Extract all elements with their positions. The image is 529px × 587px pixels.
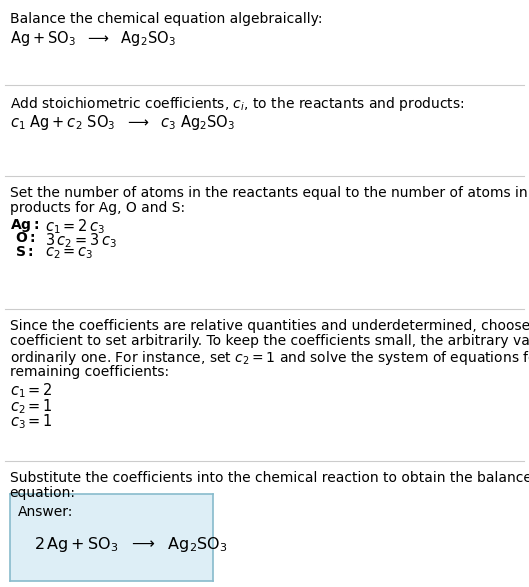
Text: $c_1\ \mathrm{Ag} + c_2\ \mathrm{SO_3}\ \ \longrightarrow\ \ c_3\ \mathrm{Ag_2SO: $c_1\ \mathrm{Ag} + c_2\ \mathrm{SO_3}\ … (10, 113, 234, 131)
Text: remaining coefficients:: remaining coefficients: (10, 365, 169, 379)
Text: Answer:: Answer: (17, 505, 73, 519)
Text: Set the number of atoms in the reactants equal to the number of atoms in the: Set the number of atoms in the reactants… (10, 186, 529, 200)
Text: Substitute the coefficients into the chemical reaction to obtain the balanced: Substitute the coefficients into the che… (10, 471, 529, 485)
Text: $3\,c_2 = 3\,c_3$: $3\,c_2 = 3\,c_3$ (45, 231, 117, 250)
Text: Since the coefficients are relative quantities and underdetermined, choose a: Since the coefficients are relative quan… (10, 319, 529, 333)
Text: coefficient to set arbitrarily. To keep the coefficients small, the arbitrary va: coefficient to set arbitrarily. To keep … (10, 334, 529, 348)
Text: $c_1 = 2\,c_3$: $c_1 = 2\,c_3$ (45, 217, 105, 236)
Text: $\mathbf{S:}$: $\mathbf{S:}$ (15, 245, 33, 259)
Text: equation:: equation: (10, 486, 76, 500)
Text: $\mathrm{Ag + SO_3\ \ \longrightarrow\ \ Ag_2SO_3}$: $\mathrm{Ag + SO_3\ \ \longrightarrow\ \… (10, 29, 175, 48)
Text: Balance the chemical equation algebraically:: Balance the chemical equation algebraica… (10, 12, 322, 26)
Text: $c_2 = c_3$: $c_2 = c_3$ (45, 245, 94, 261)
Text: $\mathbf{Ag:}$: $\mathbf{Ag:}$ (10, 217, 39, 234)
Text: $\mathrm{2\,Ag + SO_3\ \ \longrightarrow\ \ Ag_2SO_3}$: $\mathrm{2\,Ag + SO_3\ \ \longrightarrow… (34, 535, 228, 554)
Text: products for Ag, O and S:: products for Ag, O and S: (10, 201, 185, 215)
Text: $c_2 = 1$: $c_2 = 1$ (10, 397, 52, 416)
Text: $c_3 = 1$: $c_3 = 1$ (10, 412, 52, 431)
Text: Add stoichiometric coefficients, $c_i$, to the reactants and products:: Add stoichiometric coefficients, $c_i$, … (10, 95, 464, 113)
Text: $c_1 = 2$: $c_1 = 2$ (10, 382, 52, 400)
Text: ordinarily one. For instance, set $c_2 = 1$ and solve the system of equations fo: ordinarily one. For instance, set $c_2 =… (10, 349, 529, 367)
Text: $\mathbf{O:}$: $\mathbf{O:}$ (15, 231, 35, 245)
